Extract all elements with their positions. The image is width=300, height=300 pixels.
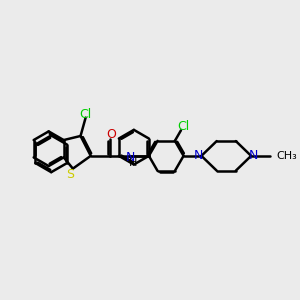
Text: Cl: Cl bbox=[80, 108, 92, 121]
Text: S: S bbox=[66, 169, 74, 182]
Text: N: N bbox=[194, 149, 203, 162]
Text: O: O bbox=[106, 128, 116, 141]
Text: N: N bbox=[249, 149, 258, 162]
Text: N: N bbox=[126, 151, 135, 164]
Text: Cl: Cl bbox=[177, 120, 190, 133]
Text: H: H bbox=[129, 158, 137, 168]
Text: CH₃: CH₃ bbox=[277, 151, 297, 161]
